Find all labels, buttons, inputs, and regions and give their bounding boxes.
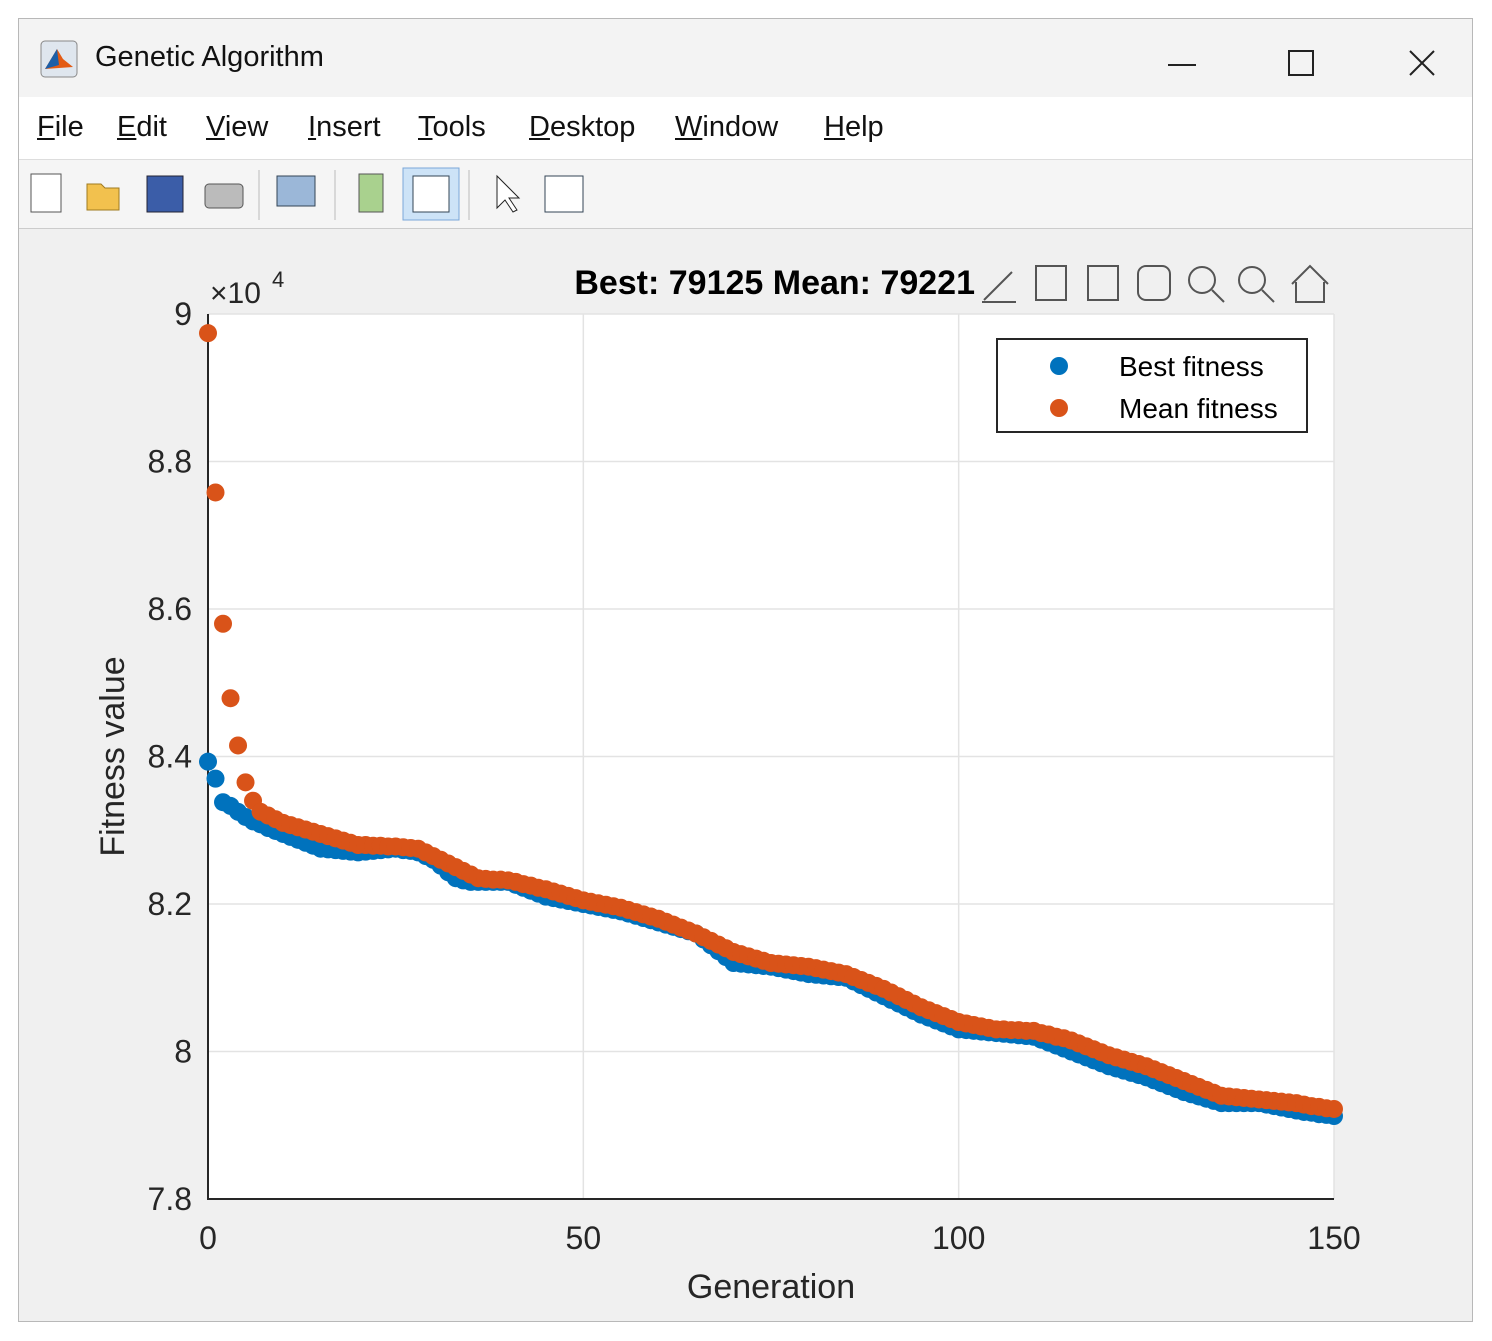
app-icon [40,40,78,78]
legend-marker [1050,399,1068,417]
pointer-icon[interactable] [496,174,521,213]
colorbar-icon[interactable] [358,173,384,213]
toolbar-icons [30,167,584,221]
menu-item[interactable]: Tools [418,111,486,143]
data-point [221,689,240,708]
axes-toolbar [982,264,1329,303]
open-icon[interactable] [86,183,120,211]
x-tick-label: 100 [932,1220,985,1256]
x-tick-label: 0 [199,1220,217,1256]
menu-bar: File Edit View Insert Tools Desktop Wind… [19,97,1472,160]
data-point [1325,1099,1343,1118]
legend-marker [1050,357,1068,375]
y-exponent-base: ×10 [210,277,261,310]
data-point [206,769,225,788]
menu-item[interactable]: Desktop [529,111,636,143]
y-tick-label: 8 [174,1034,192,1070]
new-icon[interactable] [30,173,62,213]
y-exponent-power: 4 [272,267,284,292]
window-controls [1168,50,1435,76]
axis-line [207,314,1334,1200]
menu-item[interactable]: View [206,111,269,143]
toolbar [19,160,1472,229]
y-tick-label: 8.2 [148,886,192,922]
data-point [236,773,255,792]
print-icon[interactable] [204,183,244,209]
chart-title: Best: 79125 Mean: 79221 [574,264,975,302]
y-axis-label: Fitness value [94,656,132,856]
title-bar: Genetic Algorithm [19,19,1472,97]
data-point [199,752,217,771]
save-icon[interactable] [146,175,184,213]
link-icon[interactable] [276,175,316,207]
data-point [206,483,225,502]
x-axis-label: Generation [687,1268,855,1306]
x-tick-label: 150 [1307,1220,1360,1256]
y-tick-label: 8.6 [148,591,192,627]
data-point [229,736,248,755]
maximize[interactable] [1288,50,1314,76]
menu-item[interactable]: Edit [117,111,167,143]
y-tick-label: 8.4 [148,739,192,775]
y-tick-label: 9 [174,296,192,332]
data-point [214,614,233,633]
legend-box [996,338,1308,433]
x-tick-label: 50 [566,1220,602,1256]
menu-item[interactable]: Window [675,111,779,143]
menu-item[interactable]: Help [824,111,884,143]
property-icon[interactable] [544,175,584,213]
menu-item[interactable]: File [37,111,84,143]
legend-label: Best fitness [1119,351,1264,382]
y-tick-label: 7.8 [148,1181,192,1217]
data-point [199,324,217,343]
y-tick-label: 8.8 [148,444,192,480]
legend-label: Mean fitness [1119,393,1278,424]
close[interactable] [1409,50,1435,76]
menu-item[interactable]: Insert [308,111,381,143]
window-title: Genetic Algorithm [95,41,324,73]
